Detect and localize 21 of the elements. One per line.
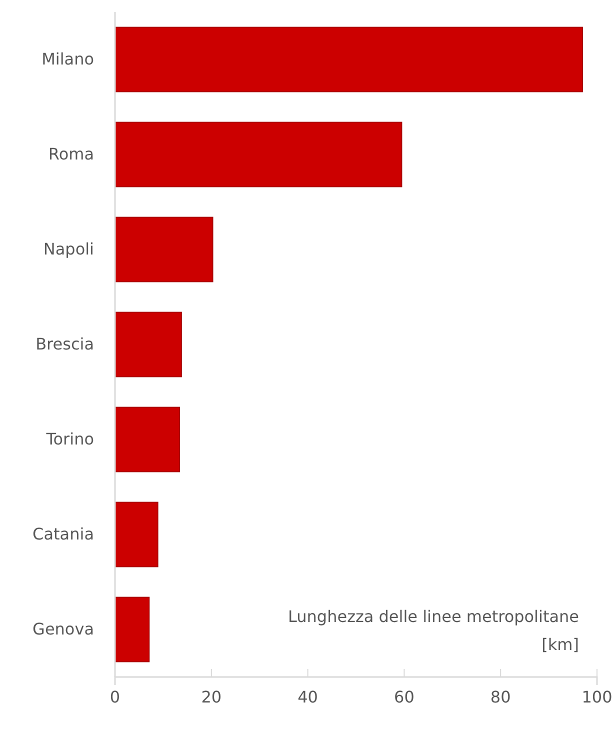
- x-tick-label: 20: [201, 687, 222, 706]
- x-tick-label: 60: [394, 687, 414, 706]
- y-tick-label: Genova: [32, 620, 94, 639]
- bar: [114, 216, 214, 282]
- bar: [114, 596, 150, 662]
- bar: [114, 26, 583, 92]
- x-axis-title: Lunghezza delle linee metropolitane [km]: [288, 607, 579, 654]
- x-tick-label: 80: [490, 687, 511, 706]
- y-tick-label: Catania: [32, 524, 94, 544]
- y-tick-label: Torino: [45, 430, 94, 449]
- y-tick-label: Roma: [48, 144, 94, 164]
- y-tick-label: Milano: [42, 50, 94, 69]
- bar: [114, 312, 182, 378]
- y-tick-label: Napoli: [43, 240, 94, 259]
- bar: [114, 502, 158, 568]
- x-tick-label: 0: [110, 687, 120, 706]
- y-tick-label: Brescia: [36, 334, 94, 354]
- bar: [114, 406, 180, 472]
- bar: [114, 122, 402, 188]
- x-tick-label: 100: [582, 687, 612, 706]
- x-tick-label: 40: [298, 687, 318, 706]
